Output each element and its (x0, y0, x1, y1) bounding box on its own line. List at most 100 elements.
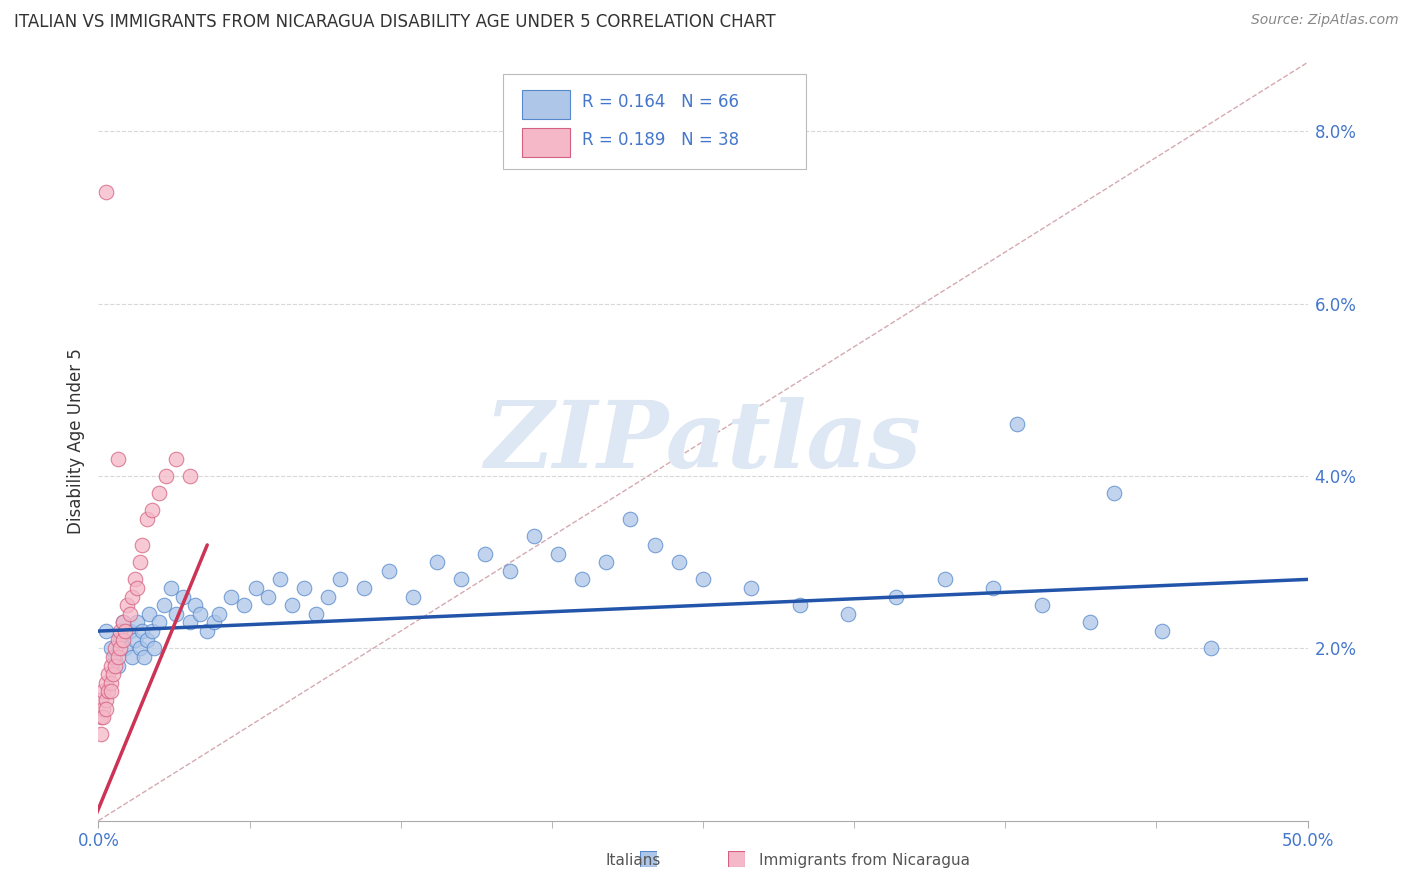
Point (90, 727, 112, 741)
Point (94, 675, 117, 690)
Point (221, 590, 243, 604)
Point (165, 607, 187, 621)
Point (523, 529, 546, 543)
Point (101, 667, 124, 681)
Point (1199, 641, 1222, 656)
Point (269, 573, 291, 587)
Point (281, 599, 304, 613)
Point (111, 615, 134, 630)
Point (789, 599, 811, 613)
Text: Immigrants from Nicaragua: Immigrants from Nicaragua (759, 854, 970, 868)
Point (160, 581, 183, 595)
Point (121, 590, 143, 604)
Point (90, 710, 112, 724)
Point (595, 555, 617, 569)
Point (143, 641, 166, 656)
Point (474, 547, 496, 561)
Point (195, 624, 218, 639)
Point (111, 632, 134, 647)
Text: Italians: Italians (606, 854, 661, 868)
Point (1152, 624, 1174, 639)
FancyBboxPatch shape (522, 90, 569, 120)
Point (329, 573, 352, 587)
Point (94, 693, 117, 707)
Point (934, 573, 956, 587)
Point (152, 599, 174, 613)
Point (172, 590, 194, 604)
Y-axis label: Disability Age Under 5: Disability Age Under 5 (66, 349, 84, 534)
Text: Source: ZipAtlas.com: Source: ZipAtlas.com (1251, 13, 1399, 28)
Point (619, 512, 641, 526)
Point (127, 615, 149, 630)
Point (305, 607, 328, 621)
Point (94, 185, 117, 199)
Point (547, 547, 569, 561)
Point (179, 469, 201, 483)
Point (668, 555, 690, 569)
Point (208, 607, 231, 621)
Text: R = 0.164   N = 66: R = 0.164 N = 66 (582, 93, 740, 111)
Point (135, 632, 157, 647)
Point (316, 590, 339, 604)
Point (128, 641, 150, 656)
Point (981, 581, 1004, 595)
Point (232, 599, 254, 613)
Point (121, 649, 143, 664)
Point (644, 538, 666, 552)
Point (204, 615, 226, 630)
Point (101, 649, 124, 664)
Point (571, 573, 593, 587)
Point (886, 590, 908, 604)
Point (114, 641, 136, 656)
Point (426, 555, 449, 569)
Point (90, 693, 112, 707)
Point (118, 624, 141, 639)
FancyBboxPatch shape (503, 74, 806, 169)
Point (124, 573, 146, 587)
Point (107, 632, 129, 647)
Point (104, 658, 127, 673)
Point (837, 607, 859, 621)
Point (141, 624, 163, 639)
Point (124, 632, 146, 647)
Point (138, 607, 160, 621)
Point (104, 649, 127, 664)
Text: ZIPatlas: ZIPatlas (485, 397, 921, 486)
Point (107, 649, 129, 664)
Point (245, 581, 267, 595)
Point (1078, 615, 1101, 630)
Point (111, 615, 134, 630)
Point (114, 624, 136, 639)
Point (1007, 417, 1029, 432)
Point (292, 581, 315, 595)
Point (100, 641, 122, 656)
Point (94, 624, 117, 639)
Point (94, 701, 117, 715)
Point (104, 641, 127, 656)
Point (184, 599, 207, 613)
Point (256, 590, 278, 604)
Point (108, 632, 131, 647)
Point (97, 684, 120, 698)
Point (117, 599, 139, 613)
Point (128, 555, 150, 569)
Point (692, 573, 714, 587)
Point (100, 684, 122, 698)
Point (131, 624, 153, 639)
Point (135, 512, 157, 526)
Point (131, 538, 153, 552)
Point (498, 564, 520, 578)
Point (179, 615, 201, 630)
Point (188, 607, 211, 621)
Point (134, 649, 156, 664)
Point (91, 684, 114, 698)
Point (402, 590, 425, 604)
Point (100, 658, 122, 673)
Point (97, 667, 120, 681)
Point (1031, 599, 1053, 613)
Point (107, 451, 129, 466)
Point (108, 641, 131, 656)
Point (155, 469, 177, 483)
Point (141, 503, 163, 517)
Point (91, 701, 114, 715)
